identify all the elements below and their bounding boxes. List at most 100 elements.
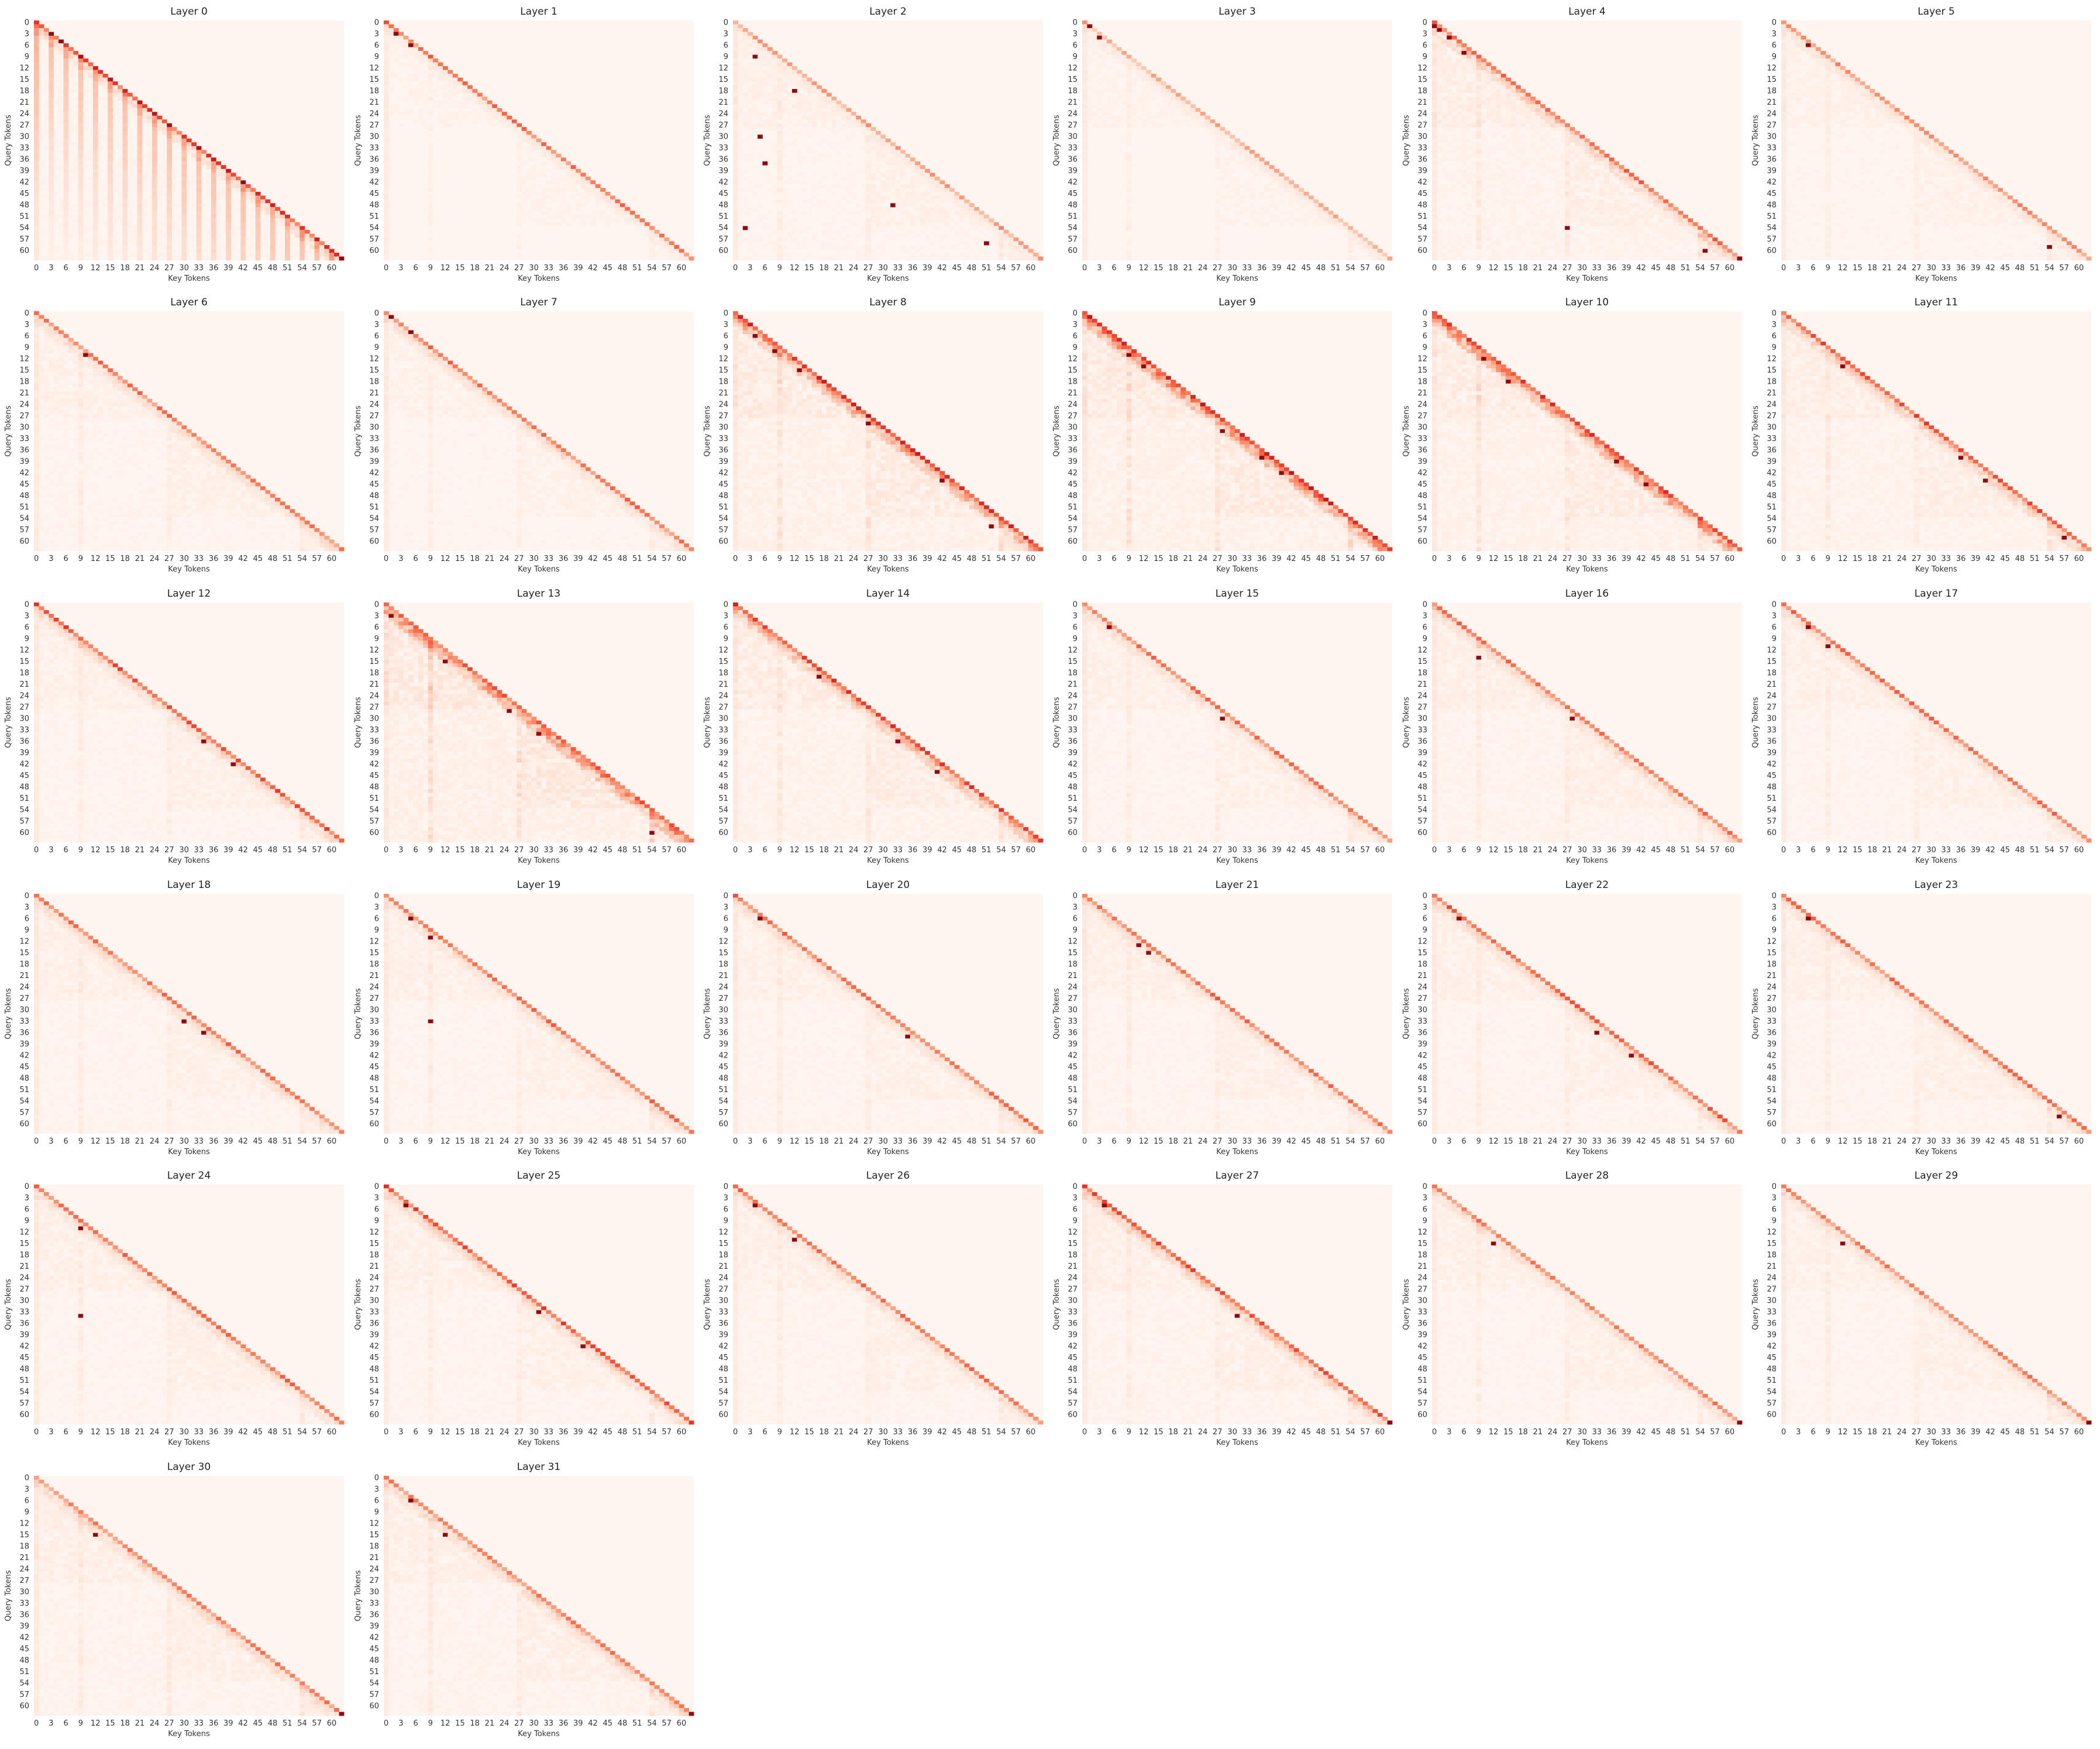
heatmap-cell	[969, 203, 975, 208]
x-tick-label: 27	[863, 264, 873, 273]
heatmap-cell	[551, 195, 556, 200]
heatmap-cell	[314, 249, 320, 253]
heatmap-cell	[944, 188, 950, 192]
heatmap-cell	[1702, 233, 1708, 238]
heatmap-cell	[979, 245, 984, 249]
heatmap-cell	[235, 188, 241, 192]
heatmap-cell	[181, 142, 187, 147]
heatmap-cell	[78, 203, 84, 208]
heatmap-cell	[1609, 195, 1614, 200]
heatmap-cell	[748, 32, 753, 36]
heatmap-cell	[1441, 51, 1447, 55]
heatmap-cell	[34, 36, 39, 40]
heatmap-cell	[1525, 97, 1531, 101]
heatmap-cell	[1500, 77, 1506, 82]
heatmap-cell	[1535, 165, 1541, 170]
heatmap-cell	[1447, 43, 1452, 47]
heatmap-cell	[152, 180, 157, 185]
heatmap-cell	[216, 211, 222, 215]
heatmap-cell	[742, 100, 748, 105]
heatmap-cell	[226, 241, 231, 246]
heatmap-cell	[777, 222, 783, 226]
heatmap-cell	[1559, 165, 1565, 170]
heatmap-cell	[664, 241, 670, 246]
heatmap-cell	[920, 206, 925, 211]
heatmap-cell	[669, 241, 674, 246]
heatmap-cell	[1604, 191, 1610, 196]
heatmap-cell	[152, 142, 157, 147]
heatmap-cell	[860, 252, 866, 257]
heatmap-cell	[915, 168, 921, 173]
heatmap-cell	[423, 51, 429, 55]
heatmap-cell	[108, 97, 113, 101]
heatmap-cell	[1313, 206, 1319, 211]
heatmap-cell	[63, 150, 69, 154]
heatmap-cell	[600, 199, 605, 204]
heatmap-cell	[787, 222, 793, 226]
heatmap-cell	[1126, 123, 1132, 128]
heatmap-cell	[428, 245, 433, 249]
heatmap-cell	[738, 51, 743, 55]
heatmap-cell	[1318, 211, 1324, 215]
heatmap-cell	[541, 150, 547, 154]
heatmap-cell	[127, 211, 133, 215]
heatmap-cell	[649, 229, 655, 234]
heatmap-cell	[1461, 245, 1467, 249]
heatmap-cell	[1609, 241, 1614, 246]
heatmap-cell	[34, 62, 39, 67]
heatmap-cell	[49, 43, 54, 47]
heatmap-cell	[1008, 245, 1014, 249]
heatmap-cell	[964, 256, 970, 261]
heatmap-cell	[49, 39, 54, 44]
heatmap-cell	[39, 180, 44, 185]
heatmap-cell	[63, 112, 69, 116]
heatmap-cell	[73, 168, 79, 173]
heatmap-cell	[576, 206, 581, 211]
heatmap-cell	[1432, 58, 1437, 63]
heatmap-cell	[742, 168, 748, 173]
heatmap-cell	[1126, 188, 1132, 192]
heatmap-cell	[944, 252, 950, 257]
heatmap-cell	[1609, 165, 1614, 170]
heatmap-cell	[733, 142, 738, 147]
heatmap-cell	[428, 256, 433, 261]
heatmap-cell	[1432, 218, 1437, 223]
x-tick-label: 12	[790, 264, 800, 273]
heatmap-cell	[521, 206, 527, 211]
heatmap-cell	[1210, 123, 1216, 128]
heatmap-cell	[226, 229, 231, 234]
heatmap-cell	[1457, 62, 1462, 67]
heatmap-cell	[1579, 229, 1585, 234]
heatmap-cell	[1279, 173, 1285, 177]
heatmap-cell	[1648, 211, 1654, 215]
heatmap-cell	[487, 119, 493, 124]
heatmap-cell	[196, 161, 202, 166]
heatmap-cell	[797, 241, 803, 246]
heatmap-cell	[1574, 142, 1580, 147]
heatmap-cell	[1545, 229, 1551, 234]
heatmap-cell	[566, 222, 572, 226]
heatmap-cell	[1481, 168, 1486, 173]
heatmap-cell	[880, 150, 886, 154]
heatmap-cell	[462, 85, 468, 89]
heatmap-cell	[797, 180, 803, 185]
heatmap-cell	[841, 104, 846, 109]
heatmap-cell	[83, 108, 88, 112]
heatmap-cell	[1540, 199, 1545, 204]
heatmap-cell	[34, 199, 39, 204]
heatmap-cell	[590, 218, 596, 223]
heatmap-cell	[1490, 218, 1496, 223]
heatmap-cell	[836, 150, 842, 154]
heatmap-cell	[526, 173, 532, 177]
heatmap-cell	[1082, 206, 1087, 211]
heatmap-cell	[659, 237, 665, 242]
y-tick-label: 24	[369, 109, 379, 118]
heatmap-cell	[34, 100, 39, 105]
heatmap-cell	[255, 206, 261, 211]
heatmap-cell	[1594, 206, 1600, 211]
heatmap-cell	[181, 211, 187, 215]
heatmap-cell	[1437, 157, 1443, 162]
heatmap-cell	[1466, 222, 1472, 226]
heatmap-cell	[777, 168, 783, 173]
heatmap-cell	[428, 188, 433, 192]
